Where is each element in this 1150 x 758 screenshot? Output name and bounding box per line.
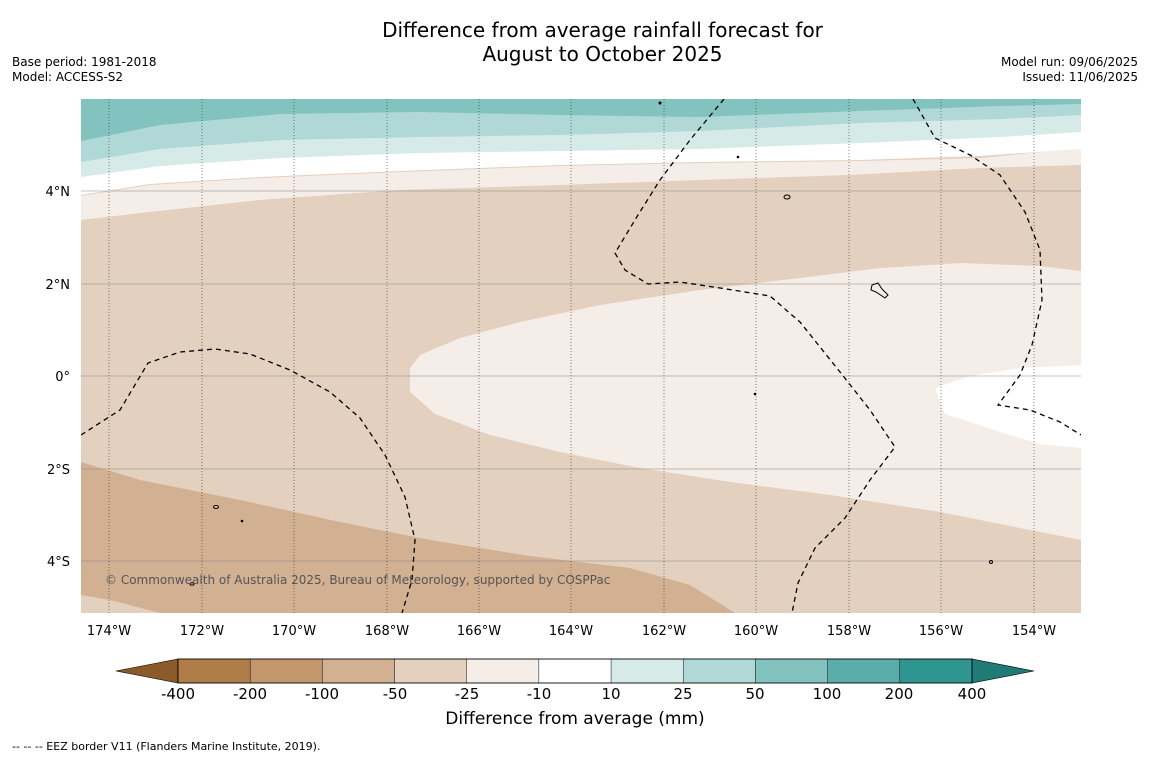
lat-label-4n: 4°N xyxy=(46,185,71,200)
colorbar-segment xyxy=(683,658,756,684)
colorbar: -400 -200 -100 -50 -25 -10 10 25 50 100 … xyxy=(115,658,1035,700)
island-2 xyxy=(213,505,219,509)
fill-equator-light xyxy=(410,263,1081,540)
colorbar-extend-low xyxy=(115,658,179,684)
fill-corner xyxy=(81,595,160,613)
colorbar-segment xyxy=(827,658,901,684)
colorbar-tick: -200 xyxy=(233,685,267,700)
issued-date: Issued: 11/06/2025 xyxy=(1022,70,1138,84)
fill-north-white xyxy=(81,131,1081,195)
lon-label-168w: 168°W xyxy=(365,624,409,639)
colorbar-label: Difference from average (mm) xyxy=(445,709,705,729)
colorbar-tick: -50 xyxy=(383,685,408,700)
colorbar-segment xyxy=(755,658,828,684)
eez-borders xyxy=(81,99,1081,613)
lat-label-2n: 2°N xyxy=(46,278,71,293)
fill-north-50-100 xyxy=(81,99,1081,141)
fill-north-25-50 xyxy=(81,103,1081,162)
fill-north-light xyxy=(81,148,1081,220)
island-5 xyxy=(658,101,662,105)
eez-legend-note: -- -- -- EEZ border V11 (Flanders Marine… xyxy=(12,740,321,753)
island-1 xyxy=(783,194,791,200)
island-4 xyxy=(989,560,993,564)
colorbar-segment xyxy=(466,658,540,684)
colorbar-segment xyxy=(899,658,973,684)
meta-right: Model run: 09/06/2025 Issued: 11/06/2025 xyxy=(1001,55,1138,85)
gridlines xyxy=(81,190,1081,562)
map-title: Difference from average rainfall forecas… xyxy=(0,18,1150,66)
fill-north-10-25 xyxy=(81,114,1081,177)
base-period: Base period: 1981-2018 xyxy=(12,55,157,69)
colorbar-tick: 400 xyxy=(958,685,987,700)
island-6 xyxy=(736,155,740,159)
model-name: Model: ACCESS-S2 xyxy=(12,70,124,84)
lon-label-162w: 162°W xyxy=(642,624,686,639)
island-kiritimati xyxy=(870,282,889,299)
lon-label-158w: 158°W xyxy=(827,624,871,639)
colorbar-segment xyxy=(610,658,684,684)
lon-label-156w: 156°W xyxy=(919,624,963,639)
colorbar-segment xyxy=(538,658,612,684)
colorbar-segment xyxy=(322,658,395,684)
lat-label-4s: 4°S xyxy=(47,555,70,570)
colorbar-tick: -10 xyxy=(527,685,552,700)
colorbar-segment xyxy=(394,658,467,684)
colorbar-tick: -400 xyxy=(161,685,195,700)
island-3 xyxy=(189,582,195,586)
colorbar-tick: 50 xyxy=(745,685,764,700)
title-line-2: August to October 2025 xyxy=(482,42,723,66)
colorbar-tick: -25 xyxy=(455,685,480,700)
lon-label-164w: 164°W xyxy=(549,624,593,639)
colorbar-segments xyxy=(177,658,973,684)
lon-label-170w: 170°W xyxy=(272,624,316,639)
lon-label-172w: 172°W xyxy=(180,624,224,639)
lon-label-174w: 174°W xyxy=(87,624,131,639)
lon-label-160w: 160°W xyxy=(734,624,778,639)
colorbar-tick: -100 xyxy=(305,685,339,700)
colorbar-segment xyxy=(249,658,323,684)
copyright-notice: © Commonwealth of Australia 2025, Bureau… xyxy=(105,573,610,587)
colorbar-extend-high xyxy=(971,658,1035,684)
islands xyxy=(189,101,993,586)
colorbar-tick: 100 xyxy=(813,685,842,700)
model-run: Model run: 09/06/2025 xyxy=(1000,55,1138,69)
fill-neg50-neg100 xyxy=(81,462,735,613)
colorbar-tick: 10 xyxy=(601,685,620,700)
island-7 xyxy=(753,392,757,396)
title-line-1: Difference from average rainfall forecas… xyxy=(382,18,823,42)
lon-label-166w: 166°W xyxy=(457,624,501,639)
lat-label-2s: 2°S xyxy=(47,463,70,478)
colorbar-tick: 25 xyxy=(673,685,692,700)
rainfall-map: 4°N 2°N 0° 2°S 4°S 174°W 172°W 170°W 168… xyxy=(46,99,1081,700)
island-8 xyxy=(240,519,244,523)
lon-label-154w: 154°W xyxy=(1012,624,1056,639)
colorbar-segment xyxy=(177,658,251,684)
meta-left: Base period: 1981-2018 Model: ACCESS-S2 xyxy=(12,55,157,85)
colorbar-tick: 200 xyxy=(885,685,914,700)
lat-label-0: 0° xyxy=(55,370,70,385)
contour-fills xyxy=(81,99,1081,613)
